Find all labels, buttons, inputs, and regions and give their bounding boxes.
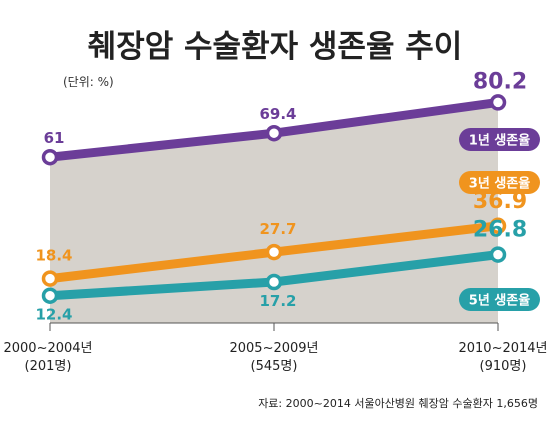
value-label-2-1: 17.2 <box>259 292 296 310</box>
chart-title: 췌장암 수술환자 생존율 추이 <box>88 29 463 65</box>
point-0-2 <box>489 94 507 111</box>
legend-badge-1: 3년 생존율 <box>459 171 540 194</box>
x-axis-ticks <box>49 323 499 331</box>
value-label-2-0: 12.4 <box>35 306 72 324</box>
point-2-1 <box>265 273 283 291</box>
value-label-2-2: 26.8 <box>473 218 527 243</box>
value-label-1-0: 18.4 <box>35 247 72 265</box>
legend-badge-label-0: 1년 생존율 <box>469 133 530 149</box>
x-tick-count-1: (545명) <box>251 359 298 374</box>
point-2-2 <box>489 246 507 263</box>
x-tick-count-2: (910명) <box>480 359 527 374</box>
legend-badge-bg-0 <box>459 128 540 151</box>
point-1-1 <box>265 243 283 261</box>
value-label-1-1: 27.7 <box>259 220 296 238</box>
legend-badge-label-2: 5년 생존율 <box>469 293 530 309</box>
legend-badge-bg-2 <box>459 288 540 311</box>
value-label-0-2: 80.2 <box>473 69 527 94</box>
x-tick-labels: 2000~2004년 (201명) 2005~2009년 (545명) 2010~201… <box>3 341 547 374</box>
point-0-0 <box>41 148 59 166</box>
value-label-0-0: 61 <box>44 129 65 147</box>
point-1-2 <box>489 217 507 235</box>
x-tick-count-0: (201명) <box>25 359 72 374</box>
x-tick-label-0: 2000~2004년 <box>3 341 92 356</box>
source-note: 자료: 2000~2014 서울아산병원 췌장암 수술환자 1,656명 <box>258 397 538 410</box>
value-label-0-1: 69.4 <box>259 105 296 123</box>
legend: 1년 생존율 3년 생존율 5년 생존율 <box>459 128 540 311</box>
series-points <box>41 94 507 304</box>
x-tick-label-2: 2010~2014년 <box>458 341 547 356</box>
point-2-0 <box>41 287 59 304</box>
legend-badge-2: 5년 생존율 <box>459 288 540 311</box>
legend-badge-bg-1 <box>459 171 540 194</box>
x-tick-label-1: 2005~2009년 <box>229 341 318 356</box>
legend-badge-0: 1년 생존율 <box>459 128 540 151</box>
legend-badge-label-1: 3년 생존율 <box>469 176 530 192</box>
point-0-1 <box>265 124 283 142</box>
unit-label: (단위: %) <box>63 75 114 89</box>
point-1-0 <box>41 270 59 287</box>
